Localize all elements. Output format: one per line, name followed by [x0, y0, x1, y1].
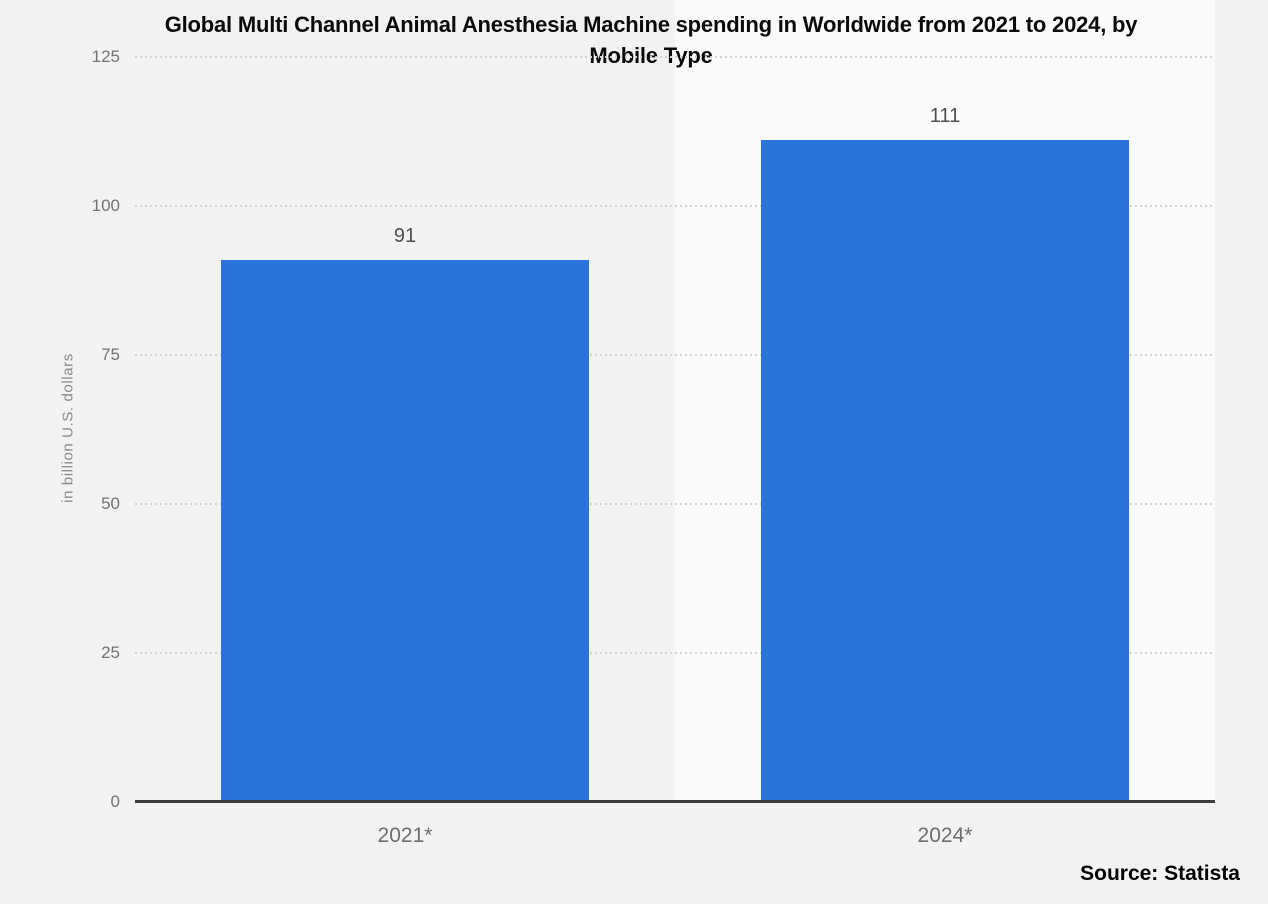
grid-line [135, 652, 1215, 654]
grid-line [135, 205, 1215, 207]
y-tick-label: 50 [101, 494, 120, 513]
bar-cell-2024: 111 [675, 57, 1215, 802]
plot-area: 0 25 50 75 100 125 91 111 [92, 47, 1215, 811]
y-tick-label: 75 [101, 345, 120, 364]
grid-line [135, 354, 1215, 356]
y-axis-title: in billion U.S. dollars [59, 353, 77, 503]
y-tick-label: 25 [101, 643, 120, 662]
y-tick-label: 125 [91, 47, 120, 66]
bar-value-label: 91 [393, 224, 417, 247]
source-label: Source: Statista [1080, 862, 1240, 885]
chart-title: Global Multi Channel Animal Anesthesia M… [164, 12, 1138, 68]
bar-2024 [761, 140, 1129, 802]
bar-value-label: 111 [929, 105, 961, 128]
grid-line [135, 503, 1215, 505]
y-tick-label: 0 [110, 792, 120, 811]
bar-2021 [221, 259, 589, 802]
bar-cell-2021: 91 [135, 57, 675, 802]
x-category-label: 2024* [917, 824, 973, 847]
grid-line [135, 56, 1215, 58]
y-tick-label: 100 [91, 196, 120, 215]
x-axis-baseline [135, 800, 1215, 803]
bars-layer: 91 111 [135, 57, 1215, 802]
x-axis-labels: 2021* 2024* [135, 824, 1215, 848]
x-category-label: 2021* [377, 824, 433, 847]
